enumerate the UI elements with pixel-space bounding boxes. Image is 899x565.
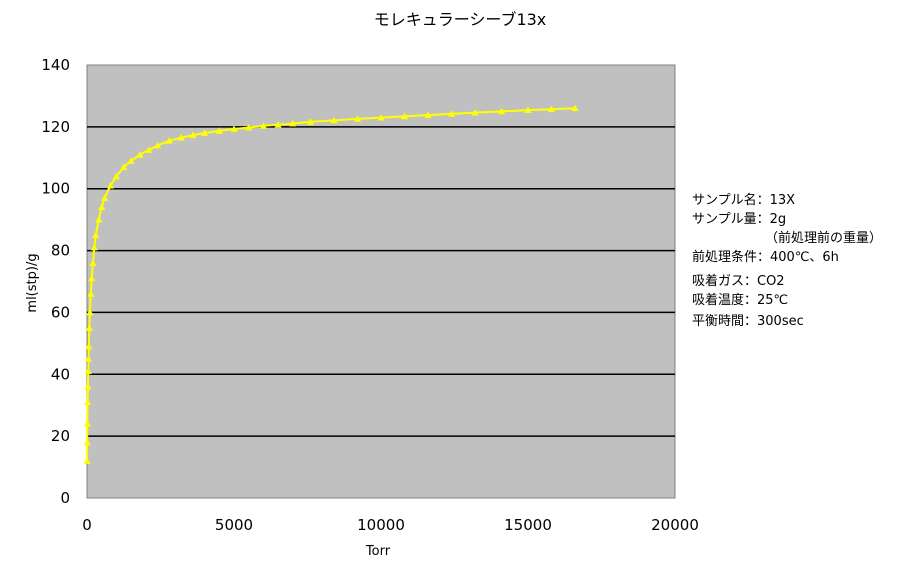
data-point-marker xyxy=(92,231,100,238)
data-point-marker xyxy=(524,106,532,114)
y-tick-label: 0 xyxy=(60,489,70,507)
data-point-marker xyxy=(424,111,432,118)
data-point-marker xyxy=(83,398,92,406)
y-axis-title: ml(stp)/g xyxy=(25,253,40,312)
data-point-marker xyxy=(177,134,185,141)
data-point-marker xyxy=(88,274,96,282)
data-point-marker xyxy=(201,129,209,136)
data-point-marker xyxy=(497,107,506,115)
data-point-marker xyxy=(90,243,98,251)
y-tick-label: 60 xyxy=(51,303,70,321)
data-point-marker xyxy=(106,182,115,189)
info-equilibrium-time: 平衡時間：300sec xyxy=(692,314,804,329)
info-sample-amount: サンプル量：2g xyxy=(692,212,786,227)
data-point-marker xyxy=(95,216,103,223)
y-tick-label: 80 xyxy=(51,242,70,260)
data-point-marker xyxy=(306,118,315,125)
data-point-marker xyxy=(112,172,120,180)
data-point-marker xyxy=(84,355,93,362)
info-panel: サンプル名：13X サンプル量：2g （前処理前の重量） 前処理条件：400℃、… xyxy=(692,192,882,329)
data-point-marker xyxy=(274,121,282,128)
data-point-marker xyxy=(83,457,91,464)
data-point-marker xyxy=(259,122,267,129)
x-axis-title: Torr xyxy=(365,544,391,559)
y-tick-label: 40 xyxy=(51,365,70,383)
data-point-marker xyxy=(547,105,556,113)
data-point-marker xyxy=(136,151,144,158)
y-tick-label: 120 xyxy=(41,118,70,136)
data-point-marker xyxy=(245,123,253,131)
plot-area xyxy=(86,64,676,499)
data-point-marker xyxy=(289,119,297,127)
chart-title: モレキュラーシーブ13x xyxy=(374,10,547,29)
data-point-marker xyxy=(189,131,197,139)
series-markers xyxy=(83,104,579,464)
data-point-marker xyxy=(571,104,579,112)
y-tick-labels: 0 20 40 60 80 100 120 140 xyxy=(41,56,70,507)
x-tick-label: 10000 xyxy=(357,516,405,534)
data-point-marker xyxy=(85,342,93,350)
x-tick-label: 5000 xyxy=(215,516,253,534)
data-point-marker xyxy=(83,438,91,446)
info-adsorption-gas: 吸着ガス：CO2 xyxy=(692,273,785,289)
y-tick-label: 100 xyxy=(41,180,70,198)
data-point-marker xyxy=(127,157,135,164)
data-point-marker xyxy=(230,125,238,132)
data-point-marker xyxy=(98,203,106,211)
data-point-marker xyxy=(353,115,362,122)
data-point-marker xyxy=(400,112,409,120)
data-point-marker xyxy=(101,194,109,201)
data-point-marker xyxy=(86,308,94,316)
data-point-marker xyxy=(447,110,456,117)
data-point-marker xyxy=(84,367,92,375)
data-point-marker xyxy=(87,290,95,297)
data-point-marker xyxy=(215,127,223,134)
x-tick-label: 15000 xyxy=(504,516,552,534)
data-point-marker xyxy=(120,163,128,170)
info-pretreatment: 前処理条件：400℃、6h xyxy=(692,249,839,265)
data-point-marker xyxy=(85,324,93,331)
x-tick-labels: 0 5000 10000 15000 20000 xyxy=(82,516,699,534)
data-point-marker xyxy=(165,137,173,144)
data-point-marker xyxy=(145,146,153,153)
y-tick-label: 140 xyxy=(41,56,70,74)
data-point-marker xyxy=(89,259,97,266)
data-point-marker xyxy=(330,116,338,124)
info-weight-note: （前処理前の重量） xyxy=(765,230,882,246)
data-point-marker xyxy=(153,141,162,149)
gridlines xyxy=(87,126,675,437)
x-tick-label: 20000 xyxy=(651,516,699,534)
data-point-marker xyxy=(84,383,92,390)
data-point-marker xyxy=(377,113,385,121)
info-adsorption-temp: 吸着温度：25℃ xyxy=(692,292,788,308)
y-tick-label: 20 xyxy=(51,427,70,445)
info-sample-name: サンプル名：13X xyxy=(692,192,795,208)
x-tick-label: 0 xyxy=(82,516,92,534)
data-point-marker xyxy=(83,420,91,427)
data-point-marker xyxy=(471,109,479,116)
